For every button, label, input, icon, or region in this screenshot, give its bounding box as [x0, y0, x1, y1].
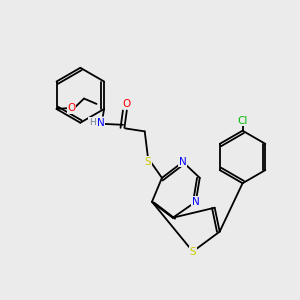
- Text: N: N: [179, 157, 187, 167]
- Text: H: H: [89, 118, 95, 127]
- Text: O: O: [67, 103, 76, 113]
- Text: Cl: Cl: [237, 116, 248, 126]
- Text: N: N: [192, 197, 200, 207]
- Text: N: N: [97, 118, 104, 128]
- Text: O: O: [123, 99, 131, 109]
- Text: S: S: [145, 157, 151, 167]
- Text: S: S: [190, 247, 196, 256]
